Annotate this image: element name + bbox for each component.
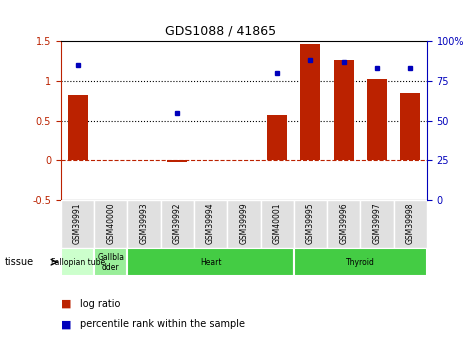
Bar [301,44,320,160]
Text: percentile rank within the sample: percentile rank within the sample [80,319,245,329]
Text: tissue: tissue [5,257,34,267]
Bar [94,248,128,276]
Text: Fallopian tube: Fallopian tube [51,258,105,267]
Text: ■: ■ [61,319,71,329]
Text: GSM40000: GSM40000 [106,203,115,244]
Text: GDS1088 / 41865: GDS1088 / 41865 [165,25,276,38]
Bar [227,200,260,248]
Bar [194,200,227,248]
Text: GSM39997: GSM39997 [372,203,381,244]
Bar [68,95,88,160]
Bar [360,200,393,248]
Text: Gallbla
dder: Gallbla dder [98,253,124,272]
Bar [367,79,387,160]
Bar [267,115,287,160]
Bar [128,248,294,276]
Text: GSM39999: GSM39999 [239,203,249,244]
Bar [61,200,94,248]
Text: GSM39991: GSM39991 [73,203,82,244]
Bar [294,248,427,276]
Bar [400,93,420,160]
Bar [260,200,294,248]
Text: Thyroid: Thyroid [346,258,375,267]
Text: log ratio: log ratio [80,299,120,308]
Text: Heart: Heart [200,258,221,267]
Bar [128,200,161,248]
Bar [61,248,94,276]
Text: GSM39994: GSM39994 [206,203,215,244]
Text: GSM39995: GSM39995 [306,203,315,244]
Bar [393,200,427,248]
Text: GSM39993: GSM39993 [140,203,149,244]
Bar [327,200,360,248]
Bar [94,200,128,248]
Text: GSM40001: GSM40001 [272,203,282,244]
Bar [161,200,194,248]
Bar [167,160,187,162]
Bar [294,200,327,248]
Text: GSM39998: GSM39998 [406,203,415,244]
Text: ■: ■ [61,299,71,308]
Bar [333,60,354,160]
Text: GSM39992: GSM39992 [173,203,182,244]
Text: GSM39996: GSM39996 [339,203,348,244]
